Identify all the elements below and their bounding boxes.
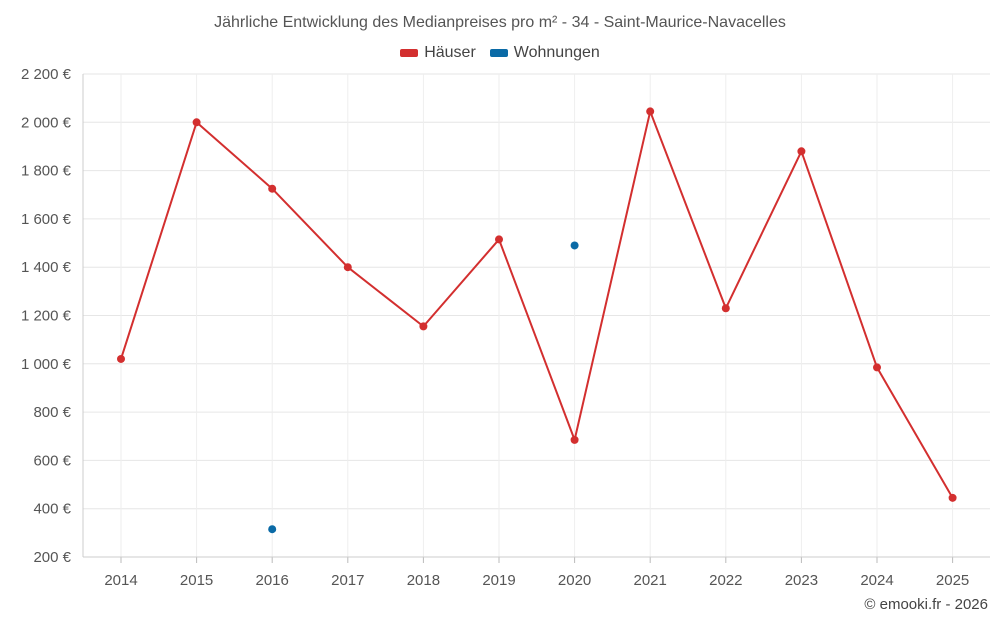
data-point-haeuser-2016[interactable] — [268, 184, 277, 193]
x-tick-label: 2025 — [936, 572, 969, 589]
data-point-haeuser-2018[interactable] — [419, 322, 428, 331]
y-tick-label: 800 € — [33, 404, 71, 421]
credit-text: © emooki.fr - 2026 — [864, 596, 988, 613]
x-tick-label: 2023 — [785, 572, 818, 589]
legend-label-wohnungen: Wohnungen — [513, 44, 600, 61]
y-tick-label: 400 € — [33, 501, 71, 518]
series-line-0 — [120, 110, 954, 499]
y-tick-label: 1 800 € — [21, 163, 72, 180]
data-point-haeuser-2019[interactable] — [495, 235, 503, 244]
legend: Häuser Wohnungen — [0, 44, 1000, 62]
data-point-haeuser-2023[interactable] — [797, 147, 806, 156]
y-tick-label: 1 600 € — [21, 211, 72, 228]
data-point-wohnungen-2020[interactable] — [570, 241, 579, 250]
y-tick-label: 1 200 € — [21, 308, 72, 325]
legend-swatch-haeuser — [400, 49, 419, 57]
grid-lines — [83, 73, 990, 558]
x-tick-label: 2022 — [709, 572, 742, 589]
x-tick-label: 2019 — [482, 572, 515, 589]
legend-item-haeuser[interactable]: Häuser — [400, 44, 476, 62]
x-tick-label: 2020 — [558, 572, 591, 589]
axes: 200 € 400 € 600 € 800 € 1 000 € 1 200 € 1 400 … — [21, 66, 990, 589]
data-point-haeuser-2017[interactable] — [343, 263, 352, 272]
x-tick-label: 2018 — [407, 572, 440, 589]
legend-swatch-wohnungen — [489, 49, 508, 57]
y-tick-label: 1 000 € — [21, 356, 72, 373]
y-tick-label: 2 200 € — [21, 66, 72, 83]
data-point-haeuser-2014[interactable] — [117, 354, 125, 363]
chart-title: Jährliche Entwicklung des Medianpreises … — [214, 14, 786, 31]
y-tick-label: 2 000 € — [21, 114, 72, 131]
series — [117, 107, 957, 534]
data-point-wohnungen-2016[interactable] — [268, 525, 277, 534]
x-tick-label: 2015 — [180, 572, 213, 589]
data-point-haeuser-2022[interactable] — [721, 304, 730, 313]
x-tick-label: 2024 — [860, 572, 893, 589]
y-tick-label: 1 400 € — [21, 259, 72, 276]
data-point-haeuser-2015[interactable] — [192, 118, 201, 127]
y-tick-label: 200 € — [33, 549, 71, 566]
x-tick-label: 2017 — [331, 572, 364, 589]
legend-item-wohnungen[interactable]: Wohnungen — [489, 44, 600, 62]
x-tick-label: 2021 — [634, 572, 667, 589]
x-tick-label: 2014 — [104, 572, 137, 589]
legend-label-haeuser: Häuser — [424, 44, 476, 61]
data-point-haeuser-2025[interactable] — [948, 493, 957, 502]
data-point-haeuser-2020[interactable] — [570, 435, 579, 444]
data-point-haeuser-2024[interactable] — [873, 363, 881, 372]
y-tick-label: 600 € — [33, 452, 71, 469]
x-tick-label: 2016 — [256, 572, 289, 589]
data-point-haeuser-2021[interactable] — [646, 107, 655, 116]
